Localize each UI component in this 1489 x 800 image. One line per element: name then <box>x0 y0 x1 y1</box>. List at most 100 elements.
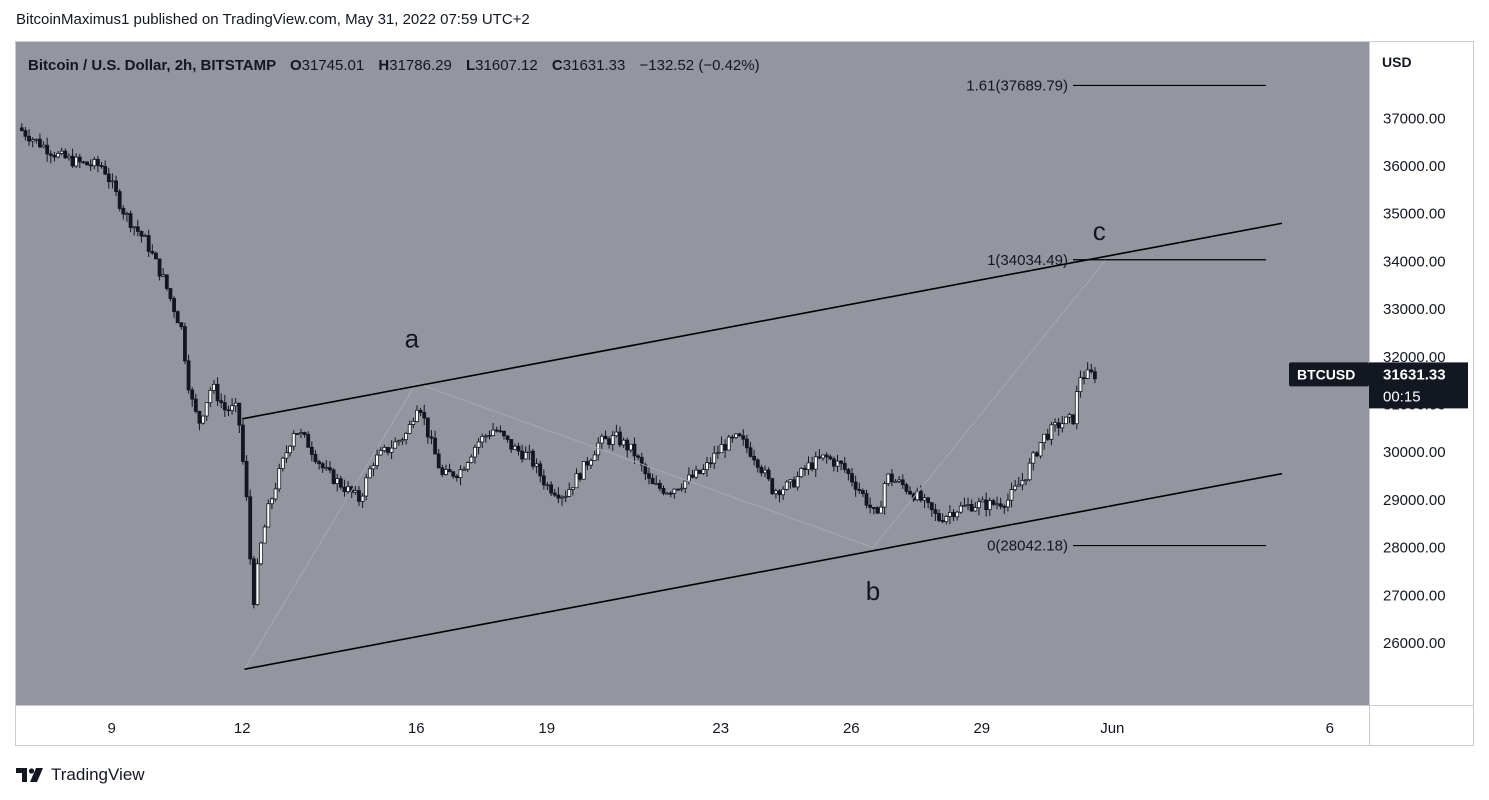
candle-272 <box>1006 493 1010 512</box>
price-tick-10: 36000.00 <box>1383 158 1446 175</box>
candle-86 <box>331 468 336 485</box>
price-tick-4: 30000.00 <box>1383 444 1446 461</box>
candle-34 <box>143 233 147 237</box>
fib-level-label-1.61: 1.61(37689.79) <box>966 77 1068 94</box>
high-label: H <box>378 57 389 74</box>
candle-156 <box>585 456 590 471</box>
candle-9 <box>52 152 57 162</box>
time-axis-ticks: 9 12 16 19 23 26 29 Jun 6 <box>108 720 1334 737</box>
channel-lines[interactable] <box>242 222 1283 671</box>
time-tick-6: 29 <box>973 720 990 737</box>
low-label: L <box>466 57 475 74</box>
price-chart[interactable]: 1.61(37689.79) 1(34034.49) 0(28042.18) a b c… <box>16 42 1473 745</box>
candle-134 <box>505 435 510 443</box>
candle-85 <box>328 461 332 474</box>
candle-273 <box>1009 482 1014 508</box>
candle-208 <box>773 488 778 499</box>
candle-25 <box>110 173 115 189</box>
candle-121 <box>458 465 463 486</box>
candle-92 <box>353 485 358 495</box>
candle-80 <box>309 441 314 462</box>
candle-83 <box>320 461 325 473</box>
price-axis-ticks: 26000.00 27000.00 28000.00 29000.00 30000.00… <box>1383 110 1446 652</box>
candle-40 <box>164 274 169 291</box>
chart-frame[interactable]: 1.61(37689.79) 1(34034.49) 0(28042.18) a b c… <box>15 41 1474 746</box>
candle-73 <box>284 445 289 463</box>
candle-3 <box>30 137 35 148</box>
projection-lines <box>243 259 1107 670</box>
candle-66 <box>259 541 263 566</box>
candle-60 <box>237 402 242 434</box>
candle-153 <box>574 468 579 489</box>
candle-256 <box>948 505 952 525</box>
candle-235 <box>871 507 876 515</box>
candle-151 <box>567 482 572 498</box>
fibonacci-levels[interactable]: 1.61(37689.79) 1(34034.49) 0(28042.18) <box>966 77 1266 555</box>
high-value: 31786.29 <box>389 57 452 74</box>
candle-182 <box>679 483 684 492</box>
candle-70 <box>273 482 278 502</box>
channel-line-upper[interactable] <box>242 222 1283 420</box>
candle-118 <box>447 463 452 473</box>
price-tick-0: 26000.00 <box>1383 635 1446 652</box>
candle-193 <box>719 436 724 454</box>
candle-110 <box>418 407 423 416</box>
time-tick-1: 12 <box>234 720 251 737</box>
candle-292 <box>1078 370 1083 398</box>
candle-254 <box>940 513 945 524</box>
candle-48 <box>193 393 198 414</box>
time-tick-5: 26 <box>843 720 860 737</box>
candle-265 <box>980 496 985 503</box>
candle-240 <box>889 469 894 487</box>
candle-279 <box>1031 450 1036 471</box>
candle-198 <box>737 432 742 437</box>
candle-245 <box>908 486 912 496</box>
candle-100 <box>382 444 387 453</box>
candle-145 <box>545 482 550 491</box>
candle-173 <box>647 466 651 485</box>
projection-line-b-to-c <box>872 259 1107 548</box>
candle-148 <box>556 487 561 504</box>
last-price-badge[interactable]: BTCUSD 31631.33 00:15 <box>1289 362 1468 409</box>
candle-228 <box>846 467 851 481</box>
candle-204 <box>759 464 764 477</box>
candle-111 <box>422 404 427 426</box>
candle-24 <box>106 167 111 189</box>
candle-234 <box>868 497 873 514</box>
candle-129 <box>487 430 492 440</box>
candle-170 <box>636 454 641 461</box>
price-tick-1: 27000.00 <box>1383 587 1446 604</box>
candle-215 <box>799 467 804 479</box>
candle-242 <box>897 475 902 484</box>
candle-280 <box>1035 451 1039 458</box>
candle-210 <box>781 486 786 501</box>
candle-51 <box>204 402 209 421</box>
candle-65 <box>255 558 260 606</box>
candle-79 <box>306 431 311 448</box>
candle-61 <box>241 419 245 465</box>
plot-area[interactable] <box>16 42 1369 705</box>
candle-203 <box>755 458 760 473</box>
candle-268 <box>991 498 996 507</box>
candle-217 <box>806 456 811 476</box>
candle-42 <box>172 296 176 319</box>
candle-57 <box>226 405 231 417</box>
candle-197 <box>734 433 738 440</box>
candle-77 <box>299 428 303 439</box>
candle-266 <box>984 492 989 517</box>
candle-95 <box>364 473 369 501</box>
footer-logo[interactable]: TradingView <box>16 764 145 786</box>
candle-211 <box>784 480 789 491</box>
candle-214 <box>795 471 800 491</box>
candle-169 <box>632 437 637 464</box>
candle-271 <box>1002 504 1007 514</box>
channel-line-lower[interactable] <box>244 472 1283 671</box>
candle-15 <box>74 153 79 168</box>
price-axis-label: USD <box>1382 54 1412 70</box>
time-axis-area[interactable] <box>16 705 1369 745</box>
candle-289 <box>1067 412 1072 424</box>
candle-152 <box>570 487 575 496</box>
candle-166 <box>621 437 626 449</box>
candle-221 <box>821 454 825 461</box>
candle-213 <box>792 476 796 488</box>
